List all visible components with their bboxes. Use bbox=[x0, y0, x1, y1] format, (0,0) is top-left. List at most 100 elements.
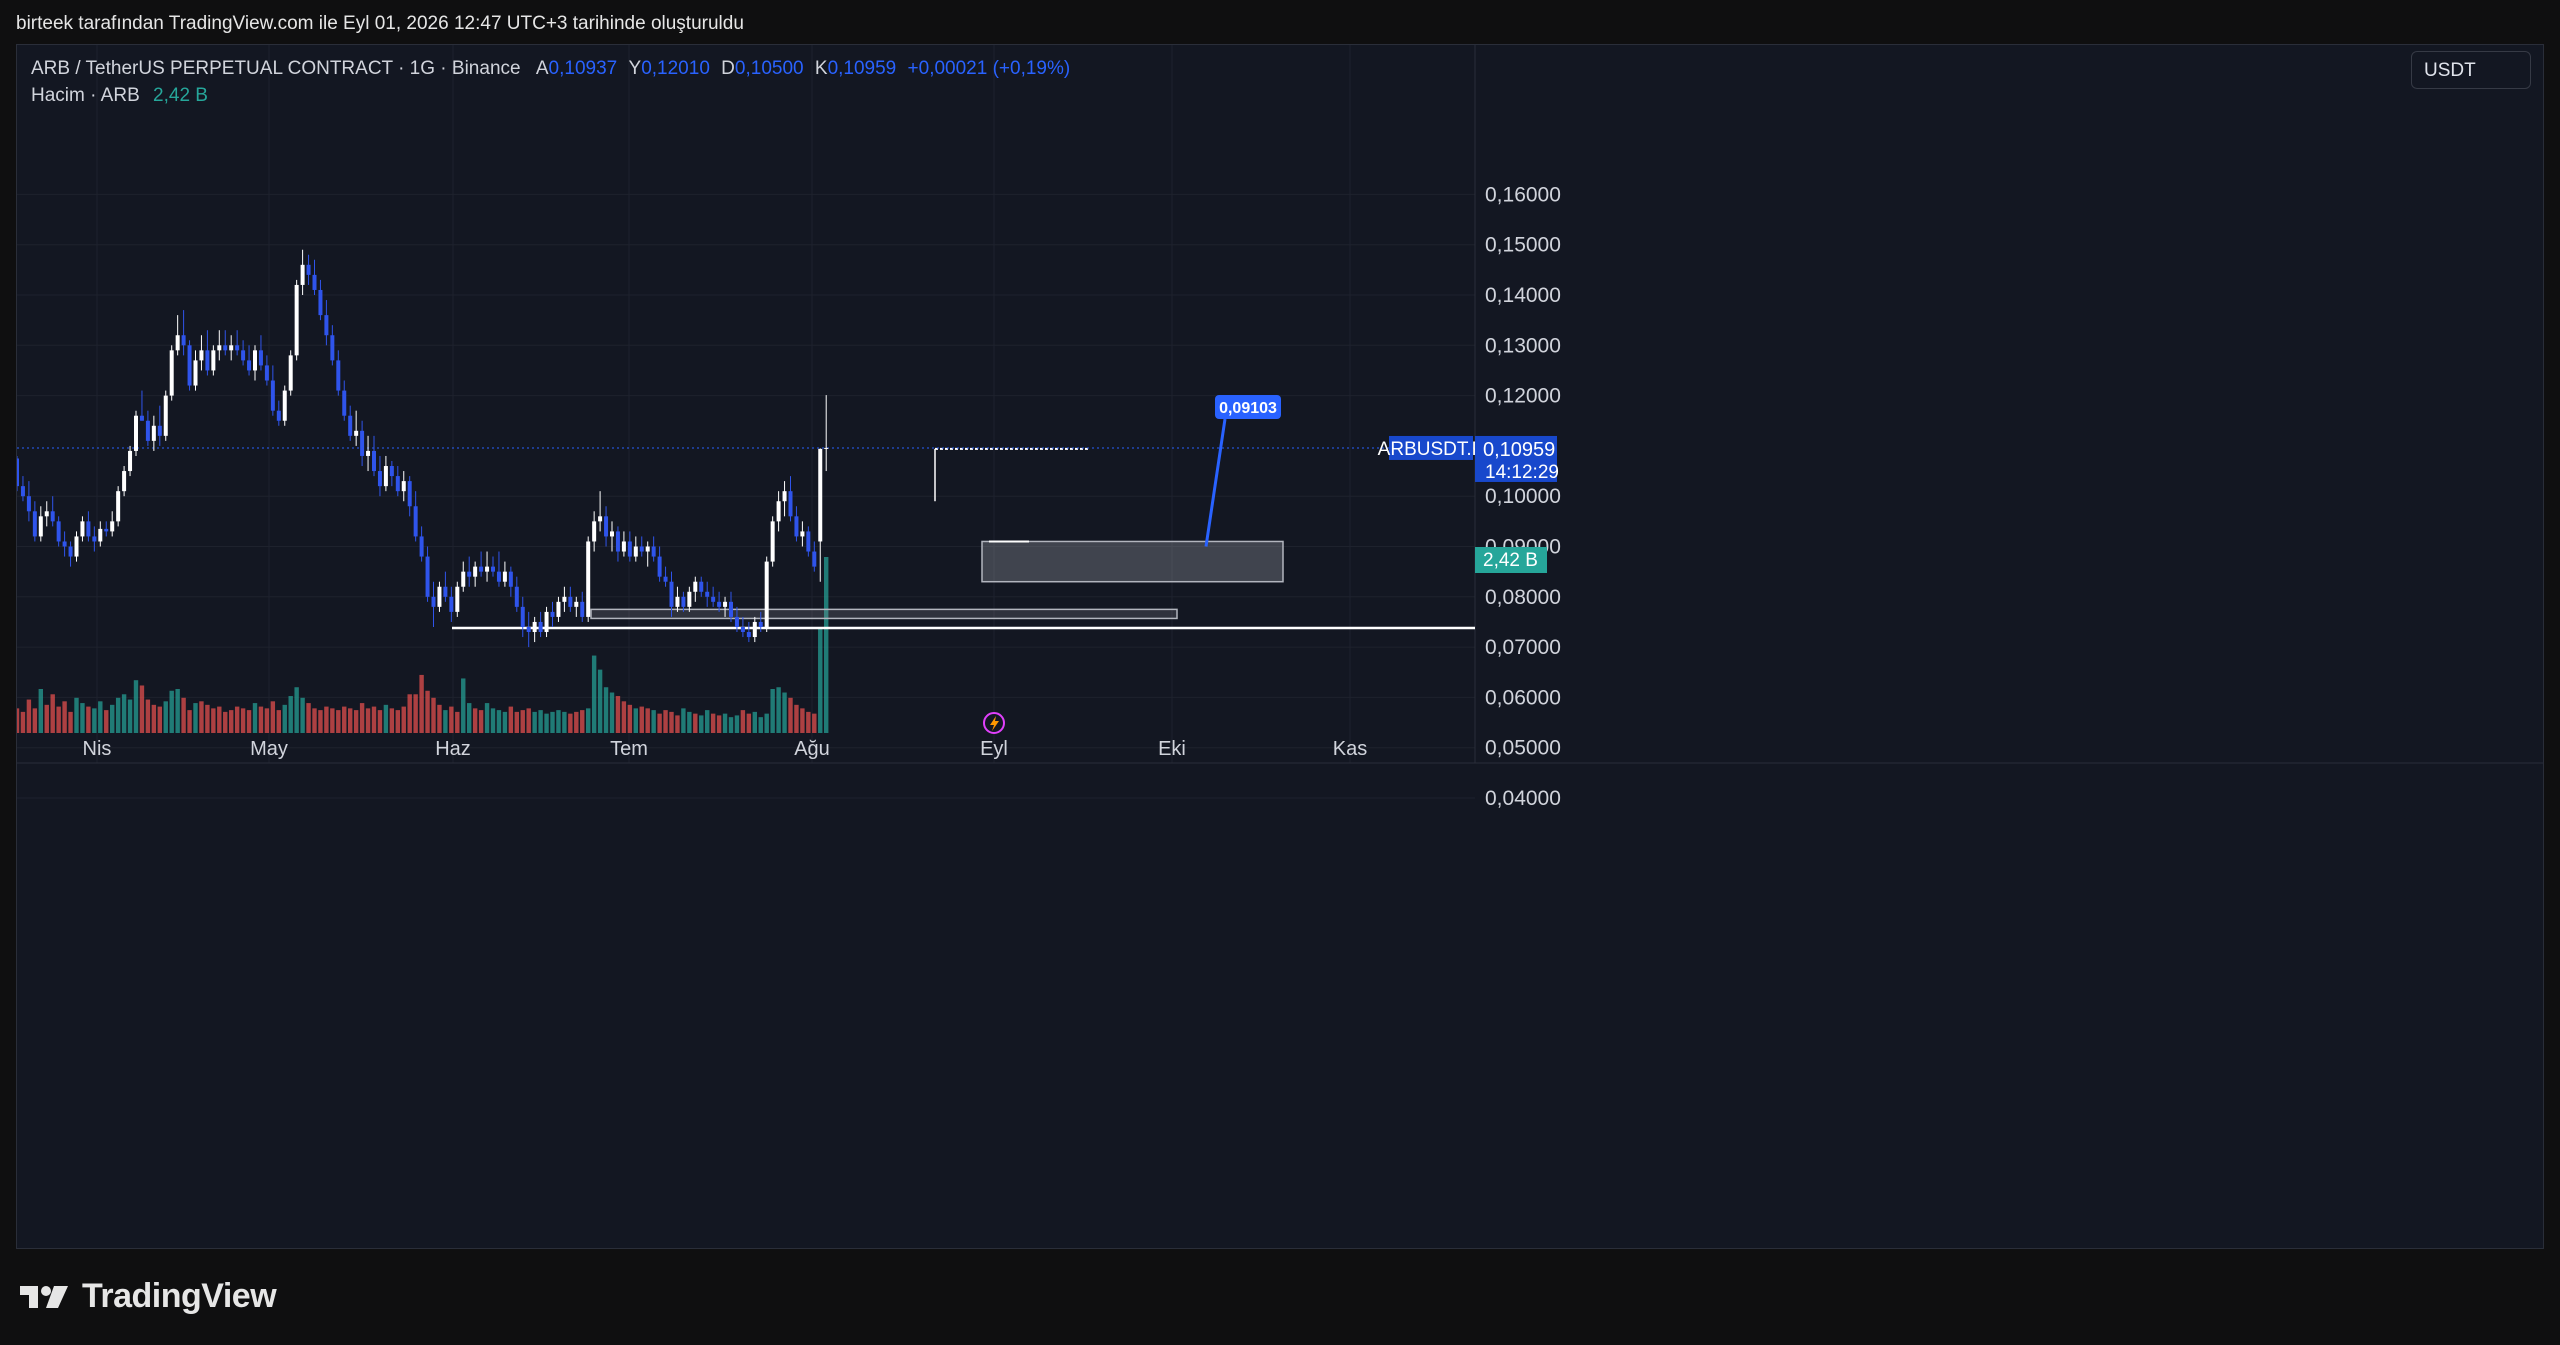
candle-body bbox=[437, 586, 442, 607]
candle-body bbox=[318, 289, 323, 316]
legend-low-label: D bbox=[721, 58, 735, 79]
volume-bar bbox=[431, 697, 436, 733]
candle-body bbox=[151, 425, 156, 441]
volume-bar bbox=[288, 696, 293, 733]
volume-bar bbox=[240, 708, 246, 733]
candle-body bbox=[639, 546, 644, 552]
candle-body bbox=[116, 491, 121, 522]
candle-body bbox=[32, 511, 37, 537]
volume-bar bbox=[621, 701, 627, 733]
candle-body bbox=[681, 596, 686, 607]
volume-bar bbox=[556, 710, 561, 733]
candle-body bbox=[633, 546, 638, 557]
volume-bar bbox=[199, 701, 204, 733]
candle-body bbox=[645, 546, 650, 552]
volume-bar bbox=[74, 697, 79, 733]
volume-bar bbox=[699, 715, 704, 733]
legend-high-value: 0,12010 bbox=[641, 58, 710, 79]
candle-body bbox=[205, 350, 210, 371]
x-tick-label: Eki bbox=[1158, 738, 1186, 760]
candle-body bbox=[675, 596, 680, 607]
candle-body bbox=[145, 420, 150, 441]
volume-bar bbox=[181, 697, 186, 733]
volume-bar bbox=[157, 706, 162, 733]
volume-bar bbox=[538, 710, 543, 733]
candle-body bbox=[175, 335, 180, 351]
candle-body bbox=[372, 450, 376, 472]
candle-body bbox=[496, 571, 501, 582]
volume-bar bbox=[586, 708, 591, 733]
candle-body bbox=[128, 450, 133, 472]
volume-bar bbox=[490, 708, 496, 733]
y-tick-label: 0,06000 bbox=[1485, 686, 1561, 709]
candle-body bbox=[610, 531, 614, 537]
chart-panel[interactable]: Nis May Haz Tem Ağu Eyl Eki Kas 0,16000 0,15000 0,… bbox=[16, 44, 2544, 1249]
volume-bar bbox=[693, 713, 698, 733]
candle-body bbox=[258, 350, 263, 366]
volume-bar bbox=[443, 710, 448, 733]
candle-body bbox=[187, 345, 192, 386]
candle-body bbox=[247, 360, 252, 371]
candle-body bbox=[729, 601, 733, 617]
price-tag[interactable] bbox=[1475, 435, 1557, 482]
x-tick-label: Haz bbox=[435, 738, 471, 760]
volume-bar bbox=[38, 689, 43, 733]
volume-bar bbox=[359, 703, 365, 733]
callout-box[interactable] bbox=[1215, 395, 1281, 419]
legend-high-label: Y bbox=[628, 58, 642, 79]
y-tick-label: 0,15000 bbox=[1485, 234, 1561, 257]
volume-bar bbox=[407, 694, 412, 733]
candle-body bbox=[377, 471, 382, 487]
zone-rectangle[interactable] bbox=[981, 540, 1284, 583]
volume-bar bbox=[389, 708, 395, 733]
volume-bar bbox=[20, 711, 26, 733]
volume-tag[interactable] bbox=[1475, 547, 1547, 573]
volume-bar bbox=[294, 687, 299, 733]
candle-body bbox=[526, 626, 531, 633]
candle-body bbox=[651, 546, 656, 557]
candle-body bbox=[467, 571, 472, 577]
volume-bar bbox=[824, 557, 829, 733]
volume-bar bbox=[770, 689, 775, 733]
candle-body bbox=[264, 365, 269, 381]
candle-body bbox=[705, 591, 710, 597]
volume-bar bbox=[365, 708, 371, 733]
y-tick-label: 0,13000 bbox=[1485, 334, 1561, 357]
volume-bar bbox=[603, 687, 609, 733]
candle-body bbox=[717, 601, 722, 607]
volume-bar bbox=[92, 708, 97, 733]
y-tick-label: 0,12000 bbox=[1485, 385, 1561, 408]
callout-label: 0,09103 bbox=[1219, 400, 1277, 417]
price-chart[interactable]: Nis May Haz Tem Ağu Eyl Eki Kas 0,16000 0,15000 0,… bbox=[17, 45, 2543, 1248]
volume-bar bbox=[675, 715, 680, 733]
volume-bar bbox=[98, 701, 103, 733]
volume-bar bbox=[425, 690, 430, 733]
symbol-tag[interactable] bbox=[1389, 435, 1473, 460]
zone-rectangle[interactable] bbox=[590, 608, 1178, 620]
volume-bar bbox=[133, 680, 139, 733]
volume-bar bbox=[110, 704, 115, 733]
volume-bar bbox=[44, 704, 49, 733]
y-tick-label: 0,08000 bbox=[1485, 586, 1561, 609]
candle-body bbox=[592, 521, 597, 542]
candle-body bbox=[550, 611, 555, 617]
price-tag-countdown: 14:12:29 bbox=[1485, 462, 1559, 483]
candle-body bbox=[139, 415, 144, 421]
volume-bar bbox=[115, 697, 121, 733]
volume-bar bbox=[478, 710, 484, 733]
y-tick-label: 0,05000 bbox=[1485, 737, 1561, 760]
candle-body bbox=[169, 350, 174, 396]
volume-bar bbox=[716, 715, 722, 733]
candle-body bbox=[764, 561, 769, 627]
legend-symbol[interactable]: ARB / TetherUS PERPETUAL CONTRACT · 1G ·… bbox=[31, 58, 521, 79]
candle-body bbox=[229, 345, 234, 351]
candle-body bbox=[193, 360, 198, 386]
candle-body bbox=[532, 621, 537, 633]
currency-button[interactable]: USDT bbox=[2411, 51, 2531, 89]
legend-volume-label[interactable]: Hacim · ARB bbox=[31, 85, 140, 106]
volume-bar bbox=[353, 710, 359, 733]
brand[interactable]: TradingView bbox=[18, 1277, 277, 1316]
candle-body bbox=[270, 380, 275, 411]
candle-body bbox=[657, 556, 662, 577]
volume-bar bbox=[812, 713, 817, 733]
